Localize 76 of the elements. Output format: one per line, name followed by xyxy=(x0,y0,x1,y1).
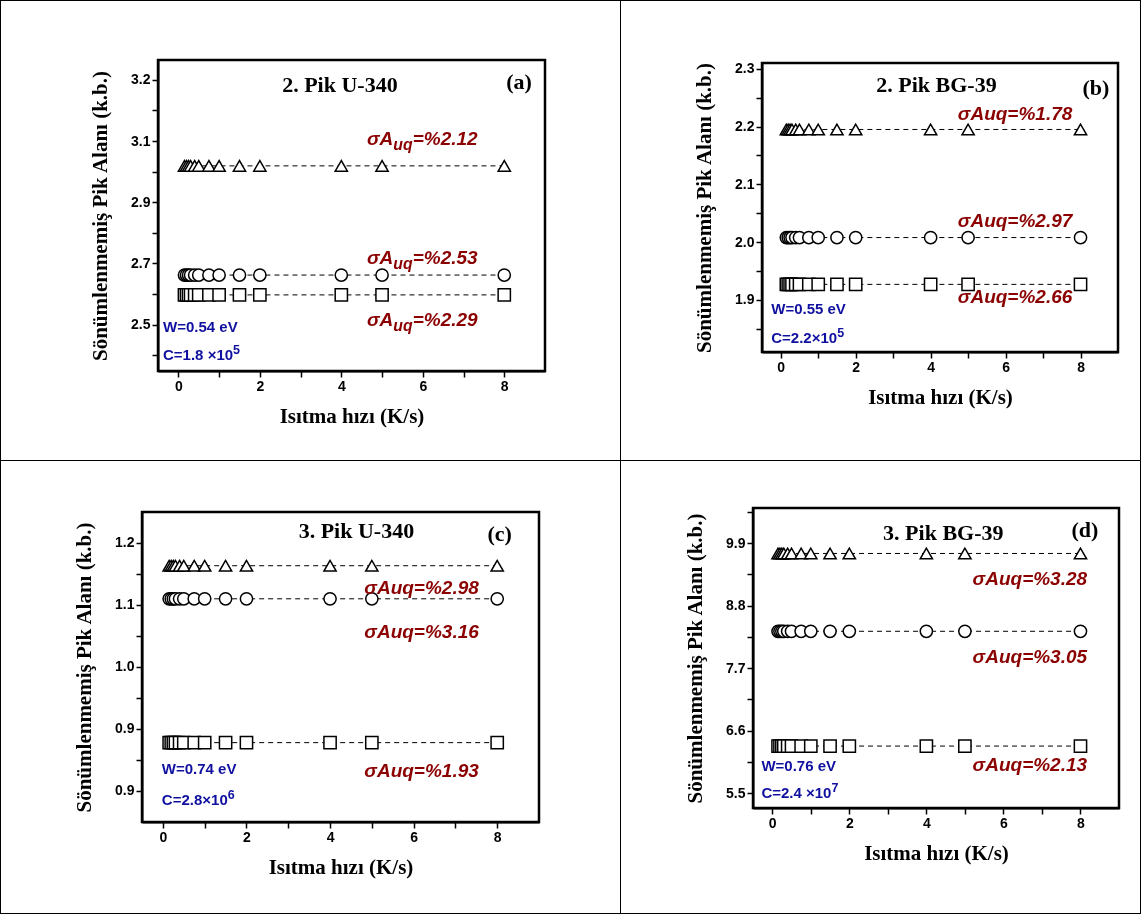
y-tick-label: 2.7 xyxy=(131,254,151,271)
x-tick-label: 0 xyxy=(174,377,183,394)
x-tick-label: 0 xyxy=(159,828,168,845)
x-tick-label: 4 xyxy=(337,377,346,394)
y-axis-title: Sönümlenmemiş Pik Alanı (k.b.) xyxy=(683,513,708,804)
x-tick-label: 0 xyxy=(768,814,777,831)
y-tick-label: 6.6 xyxy=(726,722,746,739)
annotation: (d) xyxy=(1071,517,1099,543)
annotation: σAuq=%2.13 xyxy=(972,754,1088,776)
x-tick-label: 4 xyxy=(922,814,931,831)
y-axis-title: Sönümlenmemiş Pik Alanı (k.b.) xyxy=(692,63,717,353)
annotation: W=0.55 eV xyxy=(771,299,846,317)
chart-title: 2. Pik BG-39 xyxy=(876,71,997,98)
text: 3. Pik BG-39 xyxy=(883,520,1004,546)
x-tick-label: 2 xyxy=(243,828,252,845)
x-tick-label: 2 xyxy=(256,377,265,394)
annotation: W=0.76 eV xyxy=(761,757,837,774)
y-axis-title: Sönümlenmemiş Pik Alanı (k.b.) xyxy=(72,522,97,813)
annotation: (c) xyxy=(487,521,512,548)
x-axis-title: Isıtma hızı (K/s) xyxy=(868,384,1013,409)
x-tick-label: 8 xyxy=(1077,358,1086,375)
y-tick-label: 9.9 xyxy=(726,534,746,551)
x-tick-label: 2 xyxy=(852,358,861,375)
annotation: σAuq=%2.97 xyxy=(957,210,1073,233)
annotation: σA$_{uq}$=%2.29 xyxy=(366,308,478,335)
x-axis-title: Isıtma hızı (K/s) xyxy=(864,840,1009,865)
annotation: σAuq=%1.93 xyxy=(364,760,479,782)
chart-title: 3. Pik U-340 xyxy=(298,518,415,545)
y-tick-label: 8.8 xyxy=(726,597,746,614)
annotation: σA$_{uq}$=%2.12 xyxy=(366,128,478,155)
y-tick-label: 2.5 xyxy=(131,316,151,333)
annotation: σAuq=%2.66 xyxy=(957,285,1073,308)
annotation: σAuq=%3.05 xyxy=(972,646,1088,668)
annotation: C=1.8 ×10$^{5}$ xyxy=(163,343,241,363)
x-tick-label: 6 xyxy=(1000,814,1009,831)
y-tick-label: 3.2 xyxy=(131,71,151,88)
y-tick-label: 1.9 xyxy=(735,291,755,308)
x-axis-title: Isıtma hızı (K/s) xyxy=(279,403,425,428)
annotation: σAuq=%1.78 xyxy=(957,103,1073,126)
text: 2. Pik U-340 xyxy=(282,72,398,99)
annotation: W=0.54 eV xyxy=(163,318,238,336)
y-tick-label: 1.0 xyxy=(115,658,135,675)
x-tick-label: 8 xyxy=(500,377,509,394)
y-tick-label: 5.5 xyxy=(726,784,746,801)
annotation: C=2.8×10$^{6}$ xyxy=(161,787,235,808)
x-axis-title: Isıtma hızı (K/s) xyxy=(268,854,414,879)
y-tick-label: 2.3 xyxy=(735,60,755,77)
annotation: C=2.4 ×10$^{7}$ xyxy=(761,781,839,801)
annotation: σAuq=%3.28 xyxy=(972,568,1088,590)
annotation: W=0.74 eV xyxy=(161,760,237,777)
x-tick-label: 6 xyxy=(1002,358,1011,375)
x-tick-label: 4 xyxy=(326,828,335,845)
y-tick-label: 2.1 xyxy=(735,175,755,192)
y-tick-label: 0.9 xyxy=(115,720,135,737)
x-tick-label: 4 xyxy=(927,358,936,375)
x-tick-label: 8 xyxy=(1077,814,1086,831)
x-tick-label: 2 xyxy=(845,814,854,831)
annotation: σAuq=%3.16 xyxy=(364,620,479,643)
x-tick-label: 6 xyxy=(419,377,428,394)
x-tick-label: 0 xyxy=(777,358,786,375)
y-tick-label: 2.9 xyxy=(131,193,151,210)
y-axis-title: Sönümlenmemiş Pik Alanı (k.b.) xyxy=(88,71,113,361)
annotation: σA$_{uq}$=%2.53 xyxy=(366,246,478,273)
annotation: σAuq=%2.98 xyxy=(364,577,479,600)
y-tick-label: 0.9 xyxy=(115,782,135,799)
annotation: C=2.2×10$^{5}$ xyxy=(771,325,845,346)
x-tick-label: 6 xyxy=(410,828,419,845)
y-tick-label: 3.1 xyxy=(131,132,151,149)
annotation: (b) xyxy=(1082,74,1110,101)
y-tick-label: 2.0 xyxy=(735,233,755,250)
y-tick-label: 2.2 xyxy=(735,118,755,135)
y-tick-label: 1.1 xyxy=(115,596,135,613)
x-tick-label: 8 xyxy=(493,828,502,845)
y-tick-label: 7.7 xyxy=(726,659,746,676)
y-tick-label: 1.2 xyxy=(115,534,135,551)
annotation: (a) xyxy=(506,69,532,96)
